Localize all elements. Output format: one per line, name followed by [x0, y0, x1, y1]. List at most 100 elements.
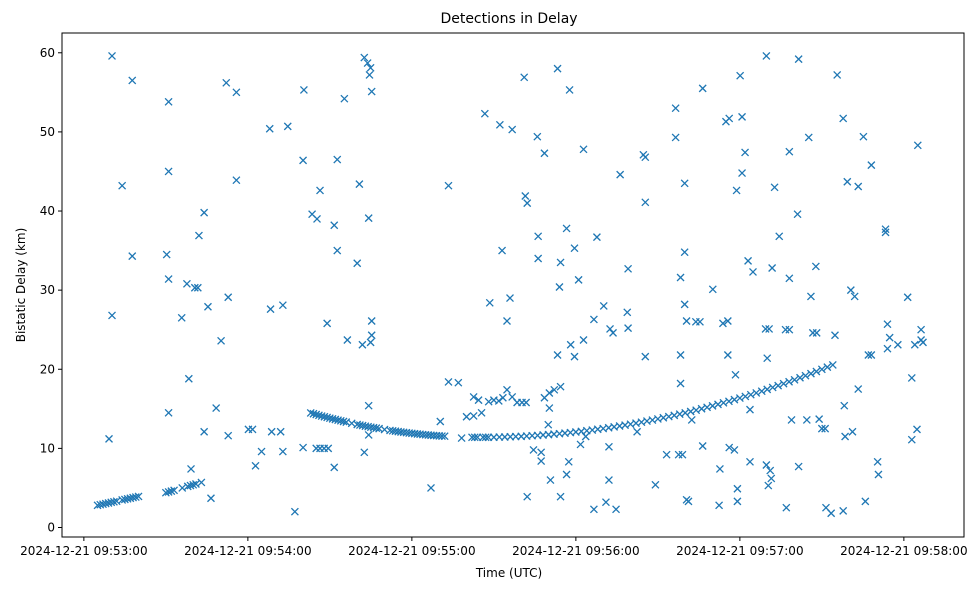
data-point	[355, 180, 364, 189]
data-point	[873, 457, 882, 466]
data-point	[641, 153, 650, 162]
x-tick-label: 2024-12-21 09:57:00	[676, 544, 803, 558]
data-point	[267, 427, 276, 436]
data-point	[859, 132, 868, 141]
plot-frame	[61, 32, 965, 538]
data-point	[481, 433, 490, 442]
y-tick-label: 60	[40, 46, 55, 60]
y-tick-label: 50	[40, 125, 55, 139]
data-point	[719, 398, 728, 407]
data-point	[178, 483, 187, 492]
data-point	[874, 470, 883, 479]
data-point	[545, 389, 554, 397]
data-point	[601, 498, 610, 507]
data-point	[782, 503, 791, 512]
data-point	[109, 497, 118, 506]
data-point	[651, 480, 660, 489]
data-point	[360, 448, 369, 457]
data-point	[883, 344, 892, 353]
data-point	[671, 104, 680, 113]
data-point	[806, 369, 815, 378]
data-point	[553, 64, 562, 73]
data-point	[861, 497, 870, 506]
data-point	[485, 298, 494, 307]
data-point	[883, 320, 892, 329]
data-point	[764, 481, 773, 490]
data-point	[793, 210, 802, 219]
data-point	[917, 325, 926, 334]
data-point	[108, 311, 116, 320]
data-point	[364, 214, 373, 223]
data-point	[806, 292, 815, 301]
data-point	[556, 382, 565, 391]
data-point	[278, 301, 287, 310]
data-point	[477, 408, 486, 417]
data-point	[570, 352, 579, 361]
data-point	[556, 492, 565, 501]
data-point	[529, 446, 538, 454]
data-point	[469, 392, 478, 401]
data-point	[521, 192, 530, 200]
data-point	[781, 325, 790, 334]
data-point	[339, 417, 348, 426]
data-point	[550, 385, 559, 394]
chart-title: Detections in Delay	[440, 11, 577, 27]
data-point	[811, 262, 820, 271]
data-point	[812, 367, 821, 376]
data-point	[761, 324, 770, 333]
data-point	[131, 493, 140, 502]
data-point	[684, 497, 693, 506]
data-point	[766, 466, 775, 475]
data-point	[599, 302, 608, 310]
data-point	[893, 340, 902, 349]
data-point	[775, 232, 784, 241]
data-point	[768, 383, 777, 392]
data-point	[372, 424, 381, 433]
data-point	[197, 478, 206, 487]
data-point	[191, 480, 200, 488]
data-point	[164, 97, 173, 106]
y-tick-label: 30	[40, 283, 55, 297]
data-point	[266, 305, 275, 314]
data-point	[676, 379, 685, 388]
data-point	[170, 486, 179, 495]
data-point	[340, 94, 349, 103]
data-point	[843, 177, 852, 186]
data-point	[564, 457, 573, 466]
data-point	[312, 444, 321, 453]
data-point	[741, 392, 750, 401]
data-point	[715, 501, 724, 510]
data-point	[108, 51, 116, 60]
data-point	[324, 444, 333, 453]
data-point	[770, 183, 779, 192]
data-point	[592, 233, 601, 242]
data-point	[796, 373, 804, 382]
data-point	[867, 161, 876, 170]
data-point	[725, 443, 734, 452]
data-point	[553, 351, 562, 359]
data-point	[733, 484, 742, 493]
data-point	[186, 481, 195, 490]
data-point	[283, 122, 292, 131]
data-point	[537, 448, 546, 457]
data-point	[200, 208, 209, 217]
data-point	[680, 179, 689, 188]
data-point	[817, 424, 826, 433]
data-point	[913, 425, 921, 434]
data-point	[537, 457, 546, 466]
data-point	[736, 71, 745, 80]
data-point	[164, 275, 173, 284]
data-point	[680, 300, 689, 309]
data-point	[821, 424, 830, 433]
data-point	[474, 396, 483, 405]
data-point	[698, 84, 707, 93]
data-point	[854, 385, 863, 394]
data-point	[741, 148, 750, 157]
data-point	[678, 450, 687, 459]
data-point	[827, 509, 836, 518]
data-point	[696, 317, 704, 326]
data-point	[785, 377, 794, 386]
data-point	[444, 377, 453, 386]
data-point	[364, 401, 373, 410]
